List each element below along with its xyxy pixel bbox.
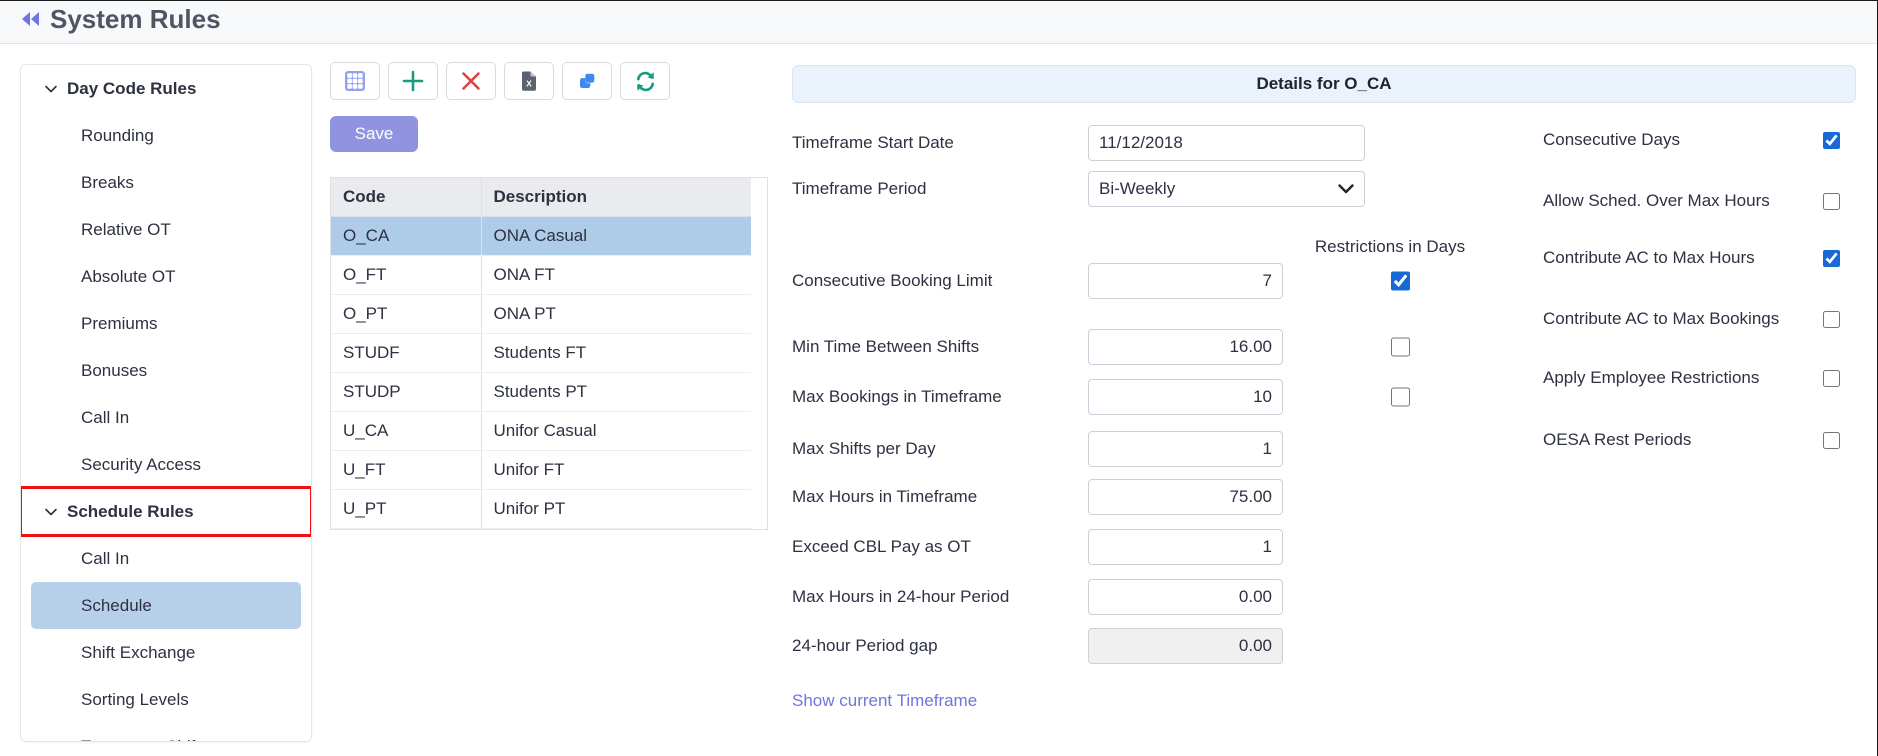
svg-text:X: X <box>526 78 532 88</box>
